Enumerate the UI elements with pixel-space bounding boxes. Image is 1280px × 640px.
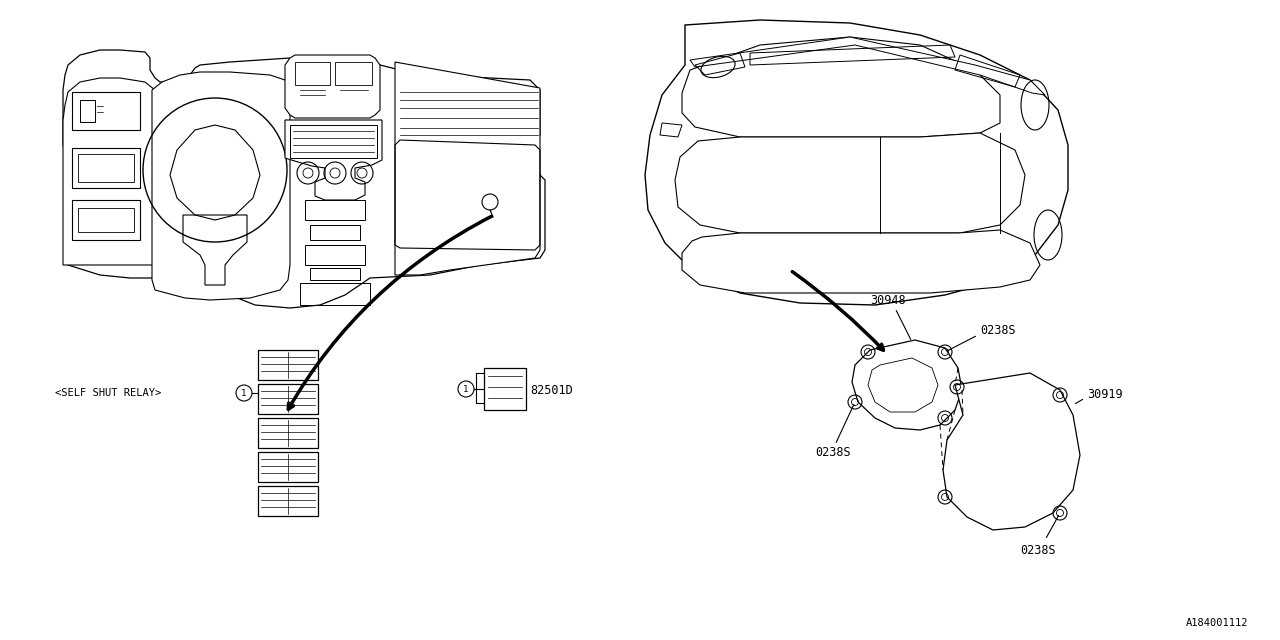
Text: 30919: 30919 <box>1087 388 1123 401</box>
Text: 0238S: 0238S <box>1020 543 1056 557</box>
Text: <SELF SHUT RELAY>: <SELF SHUT RELAY> <box>55 388 161 398</box>
Polygon shape <box>682 37 1000 137</box>
Polygon shape <box>645 20 1068 305</box>
Polygon shape <box>152 72 291 300</box>
Polygon shape <box>943 373 1080 530</box>
Polygon shape <box>852 340 963 430</box>
Polygon shape <box>396 62 540 275</box>
Text: 1: 1 <box>242 388 247 397</box>
Polygon shape <box>690 37 1044 95</box>
Polygon shape <box>285 120 381 200</box>
Text: 82501D: 82501D <box>530 385 572 397</box>
Text: 30948: 30948 <box>870 294 906 307</box>
Polygon shape <box>63 50 545 308</box>
Text: 0238S: 0238S <box>980 323 1015 337</box>
Polygon shape <box>675 133 1025 233</box>
Polygon shape <box>63 78 175 265</box>
Polygon shape <box>682 230 1039 293</box>
Text: 1: 1 <box>463 385 468 394</box>
Polygon shape <box>285 55 380 118</box>
Text: A184001112: A184001112 <box>1185 618 1248 628</box>
Text: 0238S: 0238S <box>815 445 851 458</box>
